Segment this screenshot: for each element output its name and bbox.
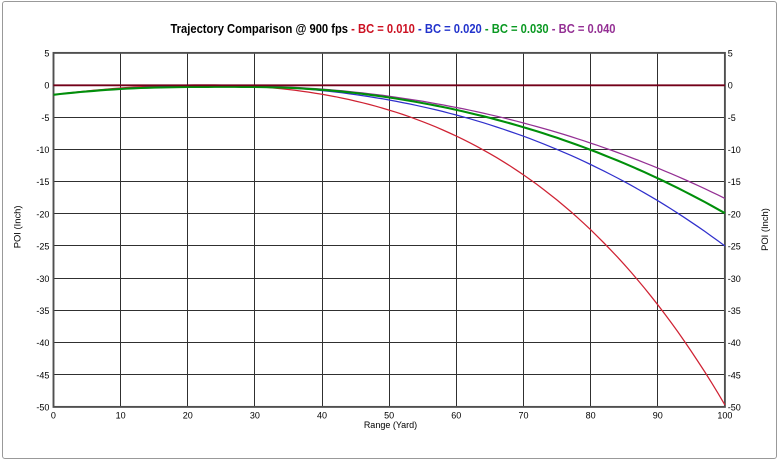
svg-text:-25: -25 (36, 242, 49, 252)
svg-text:POI (Inch): POI (Inch) (11, 206, 22, 249)
svg-text:30: 30 (250, 411, 260, 421)
svg-text:Range (Yard): Range (Yard) (364, 420, 417, 430)
svg-text:-45: -45 (728, 370, 741, 380)
svg-text:-40: -40 (36, 338, 49, 348)
svg-text:0: 0 (51, 411, 56, 421)
svg-text:-5: -5 (728, 113, 736, 123)
svg-text:-25: -25 (728, 242, 741, 252)
svg-text:-35: -35 (728, 306, 741, 316)
svg-text:-10: -10 (728, 145, 741, 155)
svg-text:-35: -35 (36, 306, 49, 316)
svg-text:40: 40 (317, 411, 327, 421)
svg-text:-15: -15 (728, 177, 741, 187)
svg-text:-20: -20 (728, 209, 741, 219)
svg-text:-30: -30 (728, 274, 741, 284)
svg-text:-50: -50 (36, 403, 49, 413)
svg-text:0: 0 (728, 81, 733, 91)
svg-text:5: 5 (44, 49, 49, 59)
svg-text:90: 90 (653, 411, 663, 421)
svg-text:5: 5 (728, 49, 733, 59)
svg-text:60: 60 (451, 411, 461, 421)
svg-text:10: 10 (116, 411, 126, 421)
svg-text:80: 80 (586, 411, 596, 421)
svg-text:0: 0 (44, 81, 49, 91)
svg-text:20: 20 (183, 411, 193, 421)
svg-text:-20: -20 (36, 209, 49, 219)
svg-text:-45: -45 (36, 370, 49, 380)
svg-text:-15: -15 (36, 177, 49, 187)
svg-text:100: 100 (717, 411, 732, 421)
svg-text:-5: -5 (41, 113, 49, 123)
svg-text:-10: -10 (36, 145, 49, 155)
svg-text:70: 70 (518, 411, 528, 421)
svg-text:-30: -30 (36, 274, 49, 284)
svg-text:POI (Inch): POI (Inch) (759, 208, 770, 251)
svg-text:-40: -40 (728, 338, 741, 348)
svg-text:-50: -50 (728, 403, 741, 413)
svg-text:50: 50 (384, 411, 394, 421)
